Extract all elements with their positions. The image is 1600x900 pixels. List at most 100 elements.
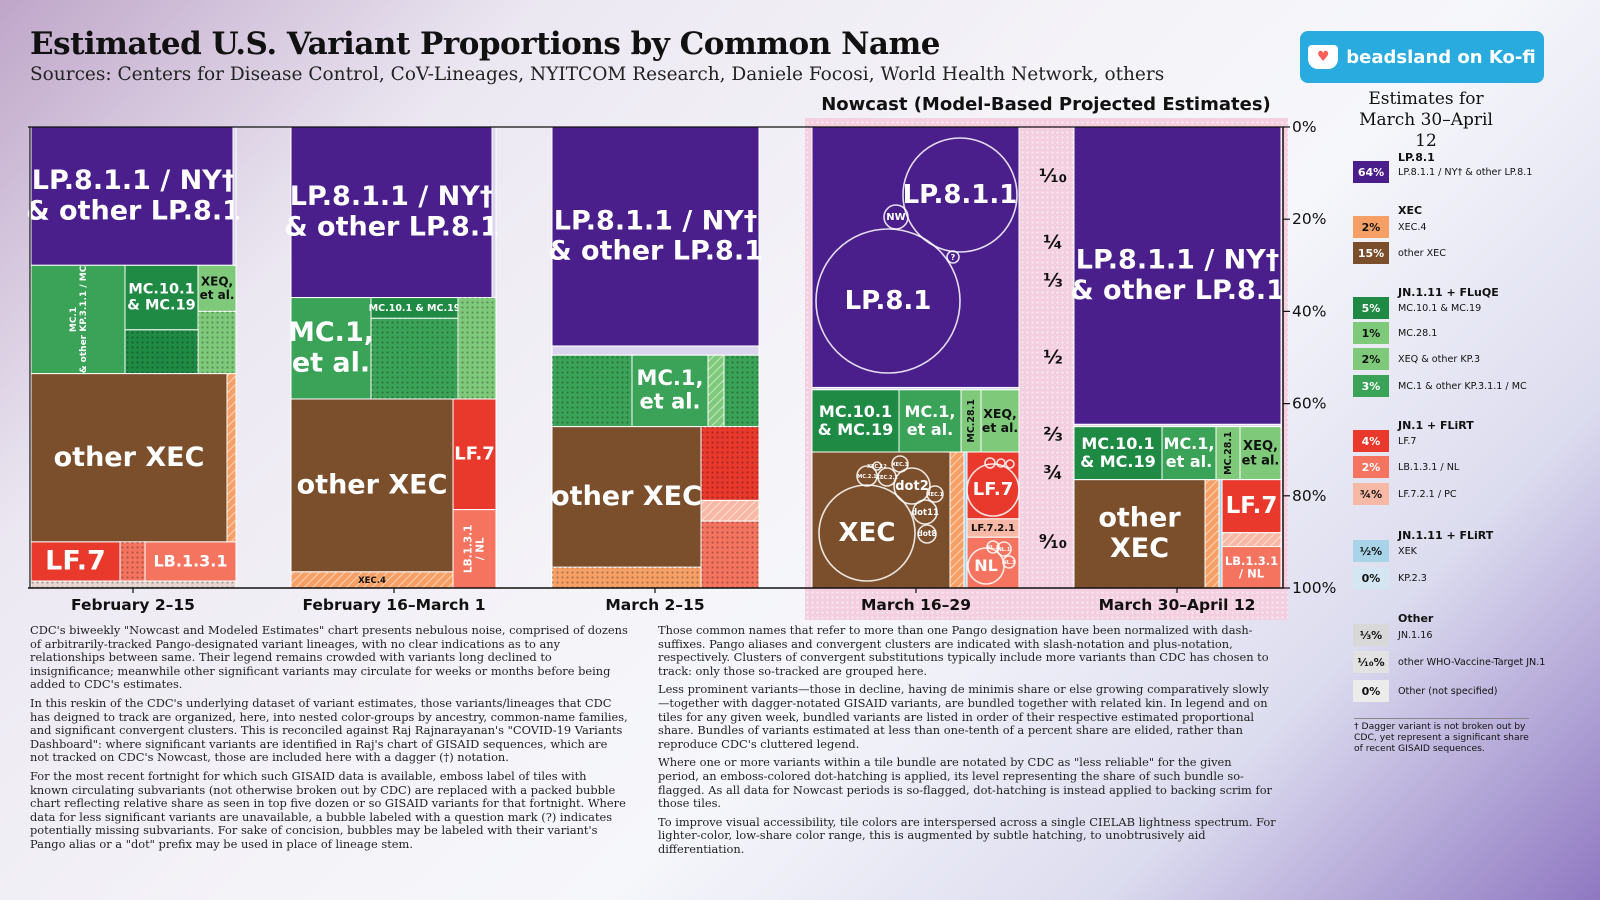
tile-xec4-mar30-texture [1205, 479, 1219, 588]
bubble-lp81 [815, 228, 961, 374]
legend-label: Other (not specified) [1398, 685, 1498, 697]
note-paragraph: Where one or more variants within a tile… [658, 755, 1272, 811]
legend-label: other XEC [1398, 247, 1446, 259]
bubble-dot11 [912, 499, 938, 525]
legend-group-heading: JN.1 + FLiRT [1398, 419, 1474, 432]
tile-label-mc101: MC.10.1 & MC.19 [818, 401, 894, 438]
legend-swatch: 15% [1353, 242, 1389, 264]
tile-label-lp: LP.8.1.1 / NY† & other LP.8.1 [548, 205, 763, 266]
dagger-footnote: † Dagger variant is not broken out by CD… [1354, 718, 1529, 754]
bubble-tiny-label: XEC.2.2 [876, 475, 898, 481]
bubble-tiny [926, 485, 944, 503]
bubble-xec-label: XEC [839, 518, 896, 548]
tile-lf721-mar2-texture [701, 500, 759, 522]
y-tick-label: 20% [1292, 210, 1326, 228]
y-tick-label: 100% [1292, 579, 1336, 597]
x-tick-label: February 16–March 1 [302, 596, 485, 614]
bubble-nl-small [986, 540, 1000, 554]
x-tick-label: March 30–April 12 [1099, 596, 1256, 614]
bubble-dot8 [917, 524, 937, 544]
note-paragraph: Those common names that refer to more th… [658, 623, 1269, 678]
notes-right: Those common names that refer to more th… [658, 623, 1276, 857]
legend-label: XEK [1398, 545, 1417, 557]
tile-xec4-feb16-texture [291, 571, 453, 588]
tile-label-lb131-nl: LB.1.3.1/ NL [1225, 553, 1278, 580]
bubble-nl-small-label: NL.1 [998, 547, 1011, 553]
tile-xec4-mar2-texture [552, 567, 701, 588]
tile-label-otherxec: other XEC [551, 480, 702, 511]
tile-xeq-mar2-texture [708, 355, 724, 427]
y-tick-label: 80% [1292, 486, 1326, 504]
tile-label-mc1: MC.1, et al. [288, 317, 374, 378]
note-paragraph: Less prominent variants—those in decline… [658, 682, 1269, 751]
tile-lb131-mar30 [1221, 546, 1282, 589]
legend-swatch: 1% [1353, 322, 1389, 344]
bubble-nw [883, 204, 909, 230]
legend-label: XEQ & other KP.3 [1398, 353, 1481, 365]
tile-xec4-mar16-texture [950, 452, 964, 588]
tile-label-mc101: MC.10.1 & MC.19 [1080, 434, 1156, 471]
legend-title: Estimates for March 30–April 12 [1359, 89, 1493, 151]
bubble-tiny-label: XEC.12 [867, 464, 887, 470]
bubble-nl-label: NL [974, 556, 998, 575]
tile-mc1-mar30 [1161, 426, 1217, 481]
legend-group-heading: JN.1.11 + FLiRT [1398, 529, 1494, 542]
tile-other-feb2-texture [31, 581, 236, 588]
fraction-tick-label: ⅓ [1043, 269, 1063, 291]
legend-swatch: 4% [1353, 430, 1389, 452]
legend-label: LP.8.1.1 / NY† & other LP.8.1 [1398, 166, 1533, 178]
tile-label-mc1: MC.1, et al. [905, 401, 956, 438]
y-tick-label: 60% [1292, 394, 1326, 412]
legend-swatch: 3% [1353, 375, 1389, 397]
fraction-tick-label: ½ [1043, 346, 1063, 368]
tile-mc1-mar2 [631, 354, 709, 428]
fraction-tick-label: ⅔ [1043, 423, 1063, 445]
bubble-lp811-label: LP.8.1.1 [903, 180, 1018, 210]
fraction-tick-label: ⁹⁄₁₀ [1039, 530, 1067, 552]
legend-item: 2% XEQ & other KP.3 [1353, 348, 1480, 370]
bubble-tiny-label: XEC.1 [927, 492, 944, 498]
tile-xeq-mar30 [1239, 426, 1282, 481]
legend-item: 3% MC.1 & other KP.3.1.1 / MC [1353, 375, 1527, 397]
bubble-dot2-label: dot2 [895, 479, 929, 494]
bubble-dot11-label: dot11 [911, 508, 939, 518]
legend-label: XEC.4 [1398, 221, 1427, 233]
legend-swatch: 2% [1353, 216, 1389, 238]
legend-label: JN.1.16 [1398, 629, 1433, 641]
tile-label-mc1: MC.1& other KP.3.1.1 / MC [68, 265, 88, 373]
tile-lb131-feb16 [452, 509, 497, 589]
legend-swatch: 2% [1353, 348, 1389, 370]
bubble-dot2 [893, 467, 931, 505]
x-tick-label: March 16–29 [861, 596, 971, 614]
legend-swatch: ⅒% [1353, 651, 1389, 673]
tile-label-lf7: LF.7 [1226, 493, 1278, 519]
x-tick-label: March 2–15 [605, 596, 704, 614]
bubble-lp81-label: LP.8.1 [845, 286, 932, 316]
fraction-tick-label: ⅒ [1039, 165, 1067, 187]
variant-proportion-chart: Nowcast (Model-Based Projected Estimates… [26, 94, 1336, 620]
tile-label-lb131-nl: LB.1.3.1/ NL [463, 525, 487, 574]
tile-label-lf7: LF.7 [45, 545, 106, 576]
y-tick-label: 0% [1292, 118, 1317, 136]
chart-title: Estimated U.S. Variant Proportions by Co… [30, 26, 941, 62]
tile-lp-mar16 [811, 126, 1020, 388]
tile-lp-feb16 [290, 126, 493, 299]
legend-item: 15% other XEC [1353, 242, 1446, 264]
bubble-tiny [872, 461, 882, 471]
y-tick-label: 40% [1292, 302, 1326, 320]
tile-label-lp: LP.8.1.1 / NY† & other LP.8.1 [1070, 244, 1285, 305]
legend-swatch: ½% [1353, 540, 1389, 562]
tile-label-lp: LP.8.1.1 / NY† & other LP.8.1 [284, 181, 499, 242]
legend-swatch: ⅓% [1353, 624, 1389, 646]
tile-xeqdots-feb2-texture [198, 311, 236, 374]
tile-lf721-mar30-texture [1222, 532, 1281, 547]
bubble-nl-small-label: NL.3 [1003, 560, 1016, 566]
legend-swatch: 0% [1353, 680, 1389, 702]
bubble-lf7-small [996, 458, 1006, 468]
tile-lf7-mar2-texture [701, 426, 759, 501]
legend-item: 2% LB.1.3.1 / NL [1353, 456, 1459, 478]
note-paragraph: For the most recent fortnight for which … [30, 768, 626, 851]
notes-left: CDC's biweekly "Nowcast and Modeled Esti… [30, 623, 628, 852]
tile-label-otherxec: other XEC [54, 441, 205, 472]
kofi-button[interactable]: ♥ beadsland on Ko-fi [1300, 31, 1544, 83]
